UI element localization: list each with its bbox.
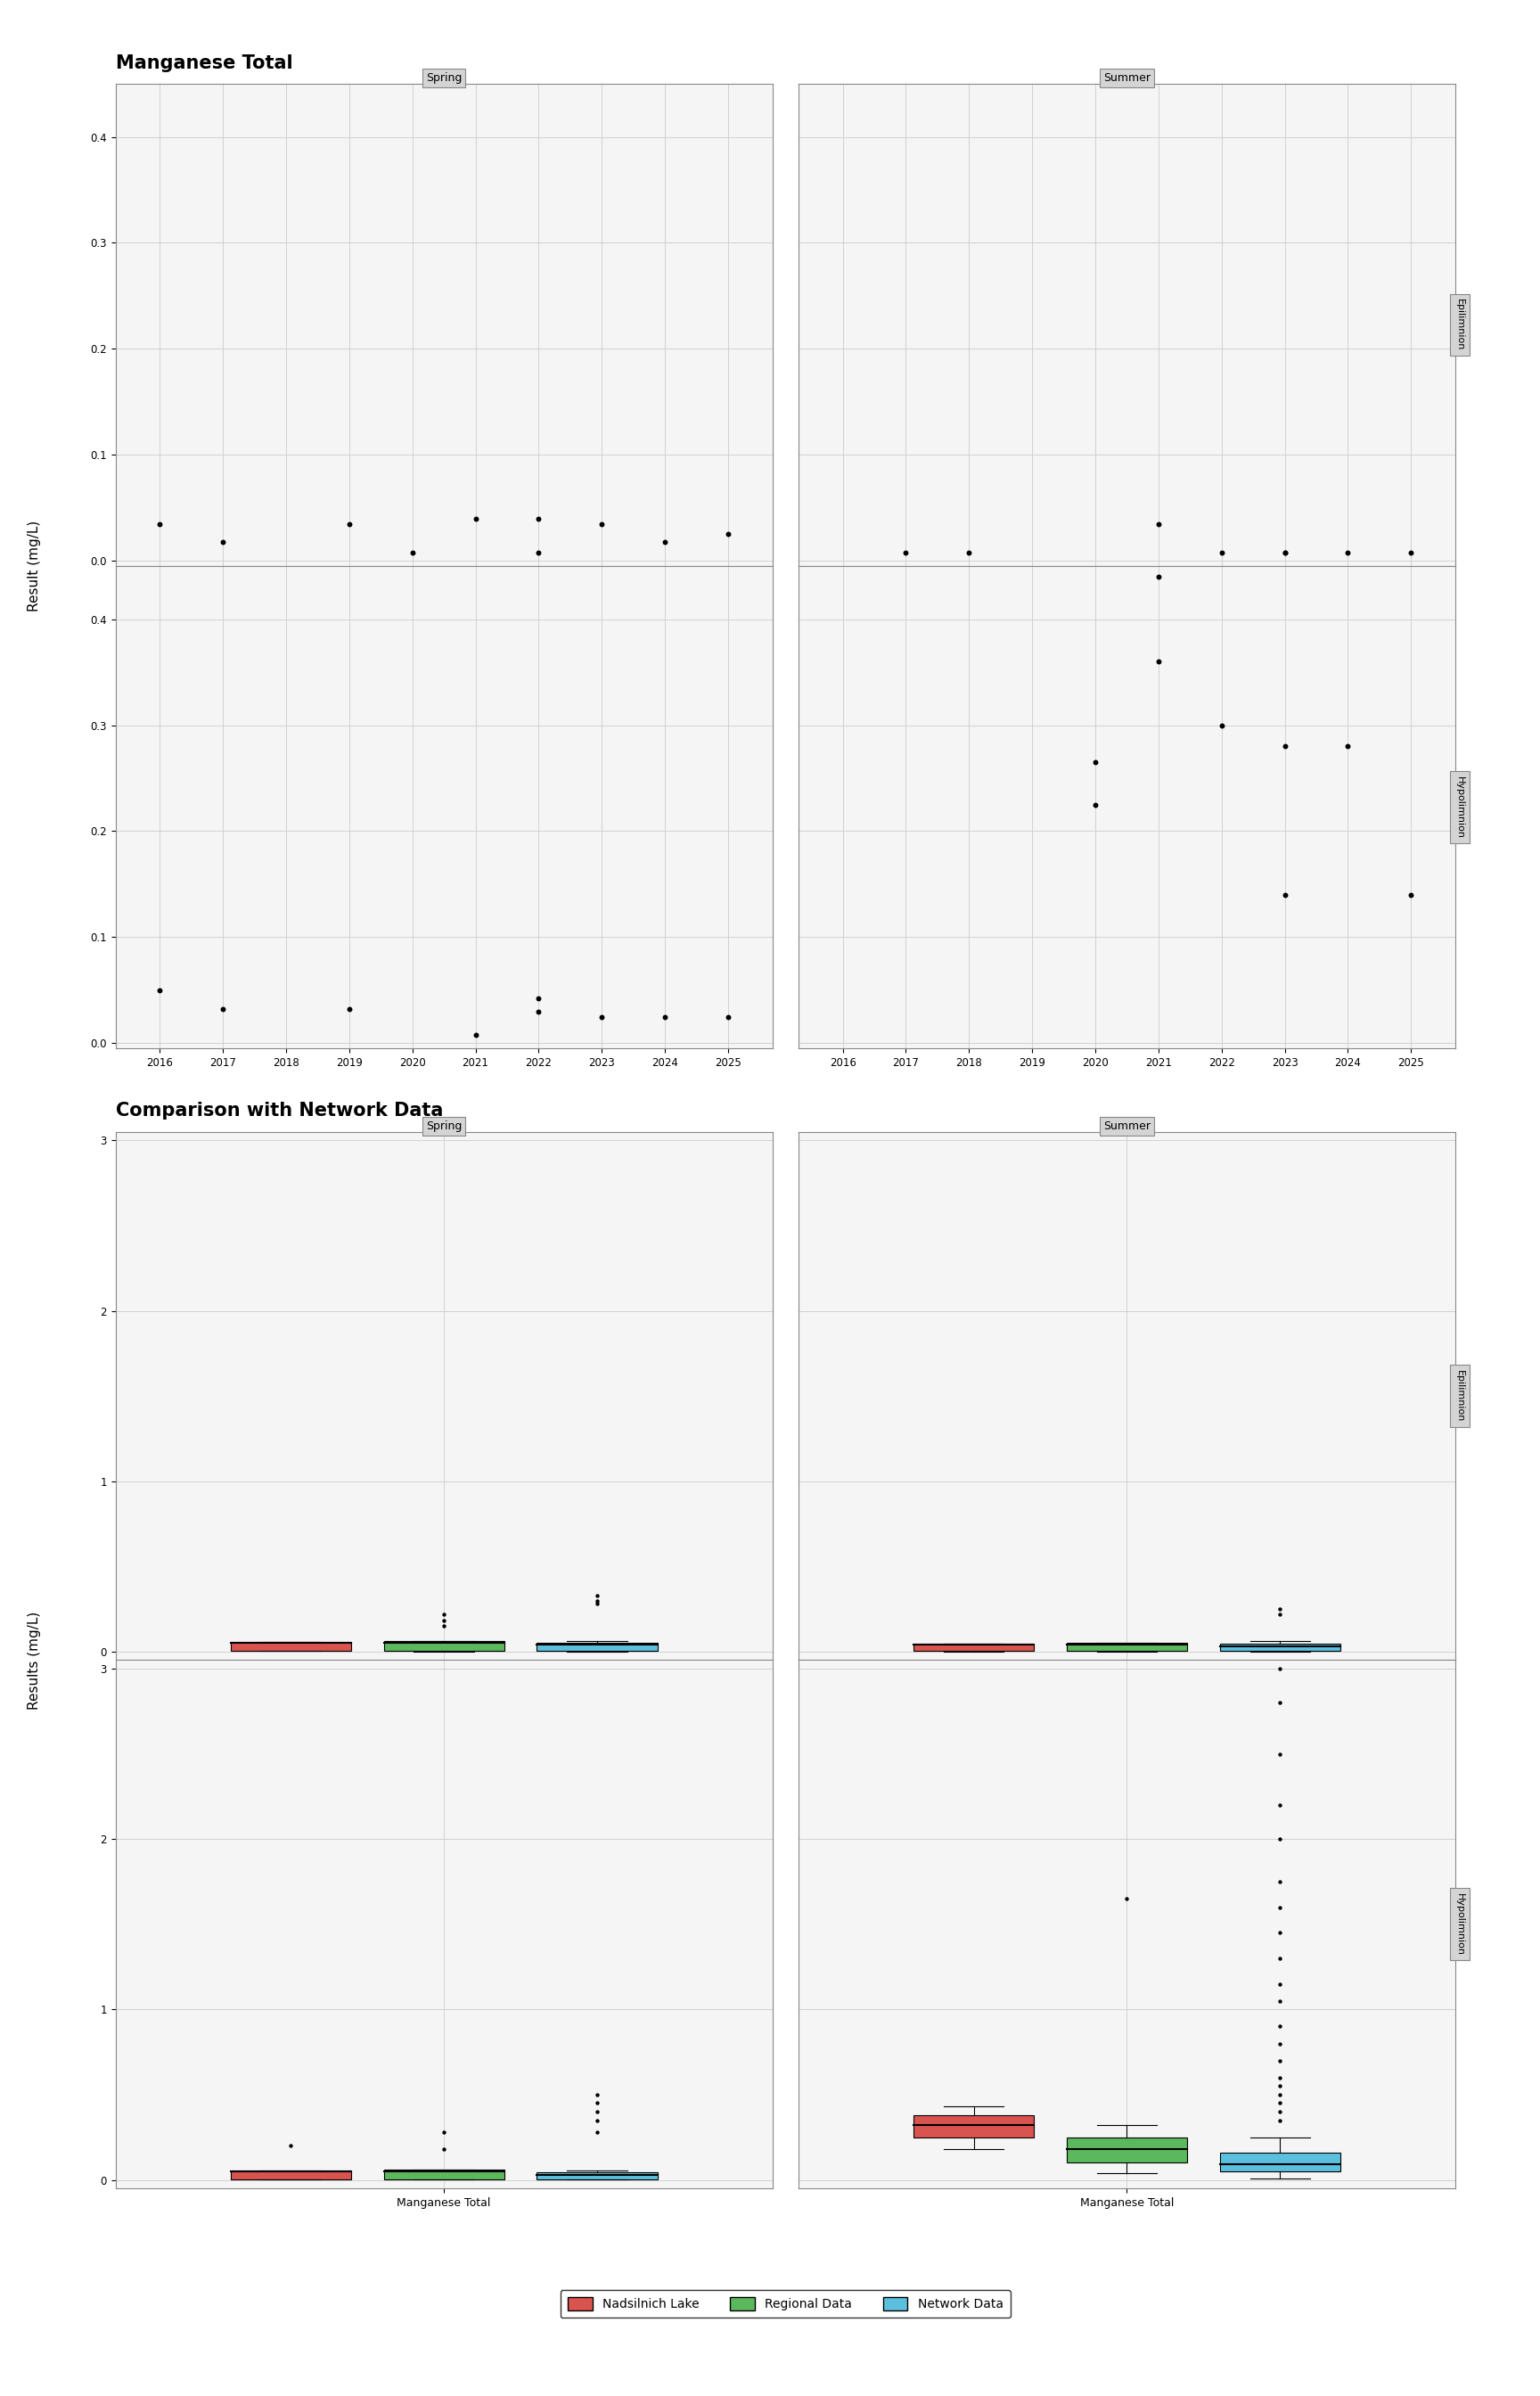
- Point: [585, 2085, 610, 2123]
- Point: [1272, 534, 1297, 573]
- Point: [585, 2113, 610, 2152]
- Point: [211, 990, 236, 1028]
- Point: [1083, 786, 1107, 824]
- Text: Hypolimnion: Hypolimnion: [1455, 776, 1465, 839]
- Point: [1146, 642, 1170, 680]
- Point: [1267, 1938, 1292, 1977]
- Point: [211, 522, 236, 561]
- Bar: [537, 1644, 658, 1651]
- Text: Results (mg/L): Results (mg/L): [28, 1610, 40, 1708]
- Point: [585, 1577, 610, 1615]
- Point: [1267, 1965, 1292, 2003]
- Point: [1272, 534, 1297, 573]
- Bar: [913, 2116, 1033, 2137]
- Point: [1209, 534, 1234, 573]
- Text: Summer: Summer: [1103, 72, 1150, 84]
- Point: [1146, 506, 1170, 544]
- Bar: [1067, 1644, 1187, 1651]
- Text: Spring: Spring: [427, 72, 462, 84]
- Point: [1115, 1878, 1140, 1917]
- Point: [585, 1584, 610, 1622]
- Point: [585, 2092, 610, 2130]
- Point: [464, 1016, 488, 1054]
- Point: [431, 2113, 456, 2152]
- Text: Spring: Spring: [427, 1121, 462, 1131]
- Point: [1267, 2101, 1292, 2140]
- Point: [1267, 1821, 1292, 1859]
- Point: [716, 997, 741, 1035]
- Bar: [383, 1641, 504, 1651]
- Point: [527, 498, 551, 537]
- Point: [431, 1596, 456, 1634]
- Point: [585, 2075, 610, 2113]
- Point: [1267, 1914, 1292, 1953]
- Point: [1267, 2085, 1292, 2123]
- Text: Epilimnion: Epilimnion: [1455, 1371, 1465, 1423]
- Point: [653, 997, 678, 1035]
- Point: [1267, 1648, 1292, 1687]
- Point: [431, 1608, 456, 1646]
- Point: [1267, 2041, 1292, 2080]
- Point: [400, 534, 425, 573]
- Point: [1267, 2025, 1292, 2063]
- Point: [1267, 1684, 1292, 1723]
- Point: [1267, 2008, 1292, 2046]
- Point: [1267, 1591, 1292, 1629]
- Point: [1146, 558, 1170, 597]
- Point: [527, 534, 551, 573]
- Bar: [1067, 2137, 1187, 2164]
- Point: [1267, 2092, 1292, 2130]
- Point: [464, 498, 488, 537]
- Text: Epilimnion: Epilimnion: [1455, 300, 1465, 352]
- Point: [716, 515, 741, 553]
- Point: [279, 2128, 303, 2166]
- Point: [585, 2101, 610, 2140]
- Point: [1398, 534, 1423, 573]
- Bar: [913, 1644, 1033, 1651]
- Bar: [383, 2171, 504, 2178]
- Point: [1267, 1596, 1292, 1634]
- Point: [590, 506, 614, 544]
- Bar: [537, 2173, 658, 2180]
- Point: [1267, 1981, 1292, 2020]
- Legend: Nadsilnich Lake, Regional Data, Network Data: Nadsilnich Lake, Regional Data, Network …: [561, 2291, 1010, 2317]
- Point: [893, 534, 918, 573]
- Point: [527, 992, 551, 1030]
- Point: [1267, 2068, 1292, 2106]
- Text: Manganese Total: Manganese Total: [116, 55, 293, 72]
- Point: [1267, 1785, 1292, 1823]
- Text: Comparison with Network Data: Comparison with Network Data: [116, 1102, 444, 1119]
- Point: [653, 522, 678, 561]
- Point: [1267, 2075, 1292, 2113]
- Point: [431, 2130, 456, 2168]
- Bar: [1220, 2152, 1340, 2171]
- Point: [956, 534, 981, 573]
- Point: [527, 980, 551, 1018]
- Point: [337, 990, 362, 1028]
- Point: [1209, 707, 1234, 745]
- Point: [1267, 1862, 1292, 1900]
- Point: [1398, 875, 1423, 913]
- Point: [1335, 534, 1360, 573]
- Point: [431, 1603, 456, 1641]
- Point: [1335, 728, 1360, 767]
- Point: [590, 997, 614, 1035]
- Point: [1267, 1888, 1292, 1926]
- Point: [585, 1581, 610, 1620]
- Text: Summer: Summer: [1103, 1121, 1150, 1131]
- Bar: [231, 1641, 351, 1651]
- Point: [148, 506, 172, 544]
- Bar: [1220, 1644, 1340, 1651]
- Point: [337, 506, 362, 544]
- Point: [148, 970, 172, 1009]
- Text: Hypolimnion: Hypolimnion: [1455, 1893, 1465, 1955]
- Point: [1083, 743, 1107, 781]
- Text: Result (mg/L): Result (mg/L): [28, 520, 40, 611]
- Point: [1267, 2058, 1292, 2096]
- Point: [1272, 728, 1297, 767]
- Point: [1272, 875, 1297, 913]
- Bar: [231, 2171, 351, 2178]
- Point: [1267, 1735, 1292, 1773]
